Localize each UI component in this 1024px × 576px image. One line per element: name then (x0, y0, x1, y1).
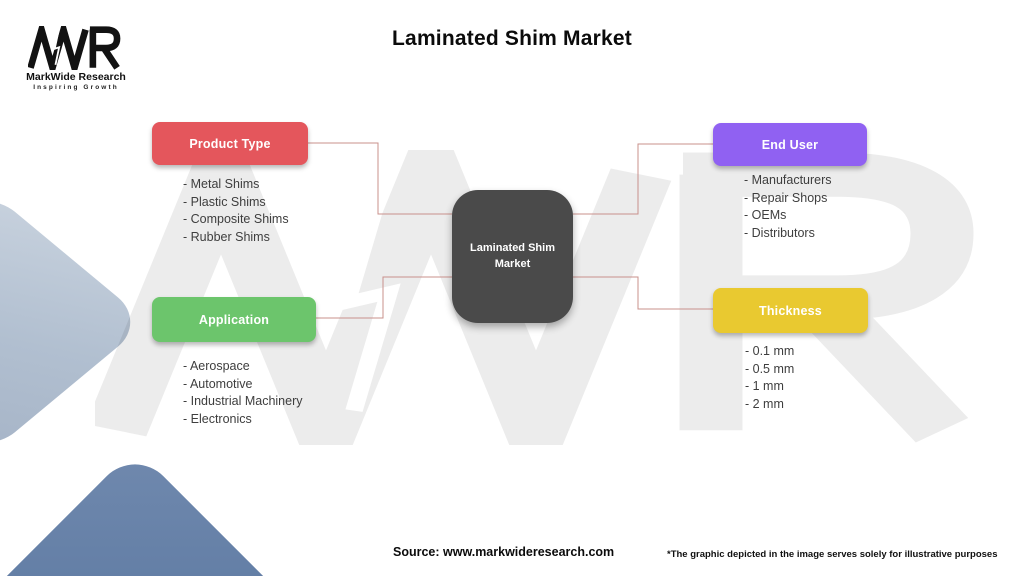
list-item: - 0.1 mm (745, 344, 795, 358)
list-item: - 2 mm (745, 396, 784, 411)
end-user-list: - Manufacturers - Repair Shops - OEMs - Dis… (744, 172, 832, 242)
application-label: Application (198, 312, 270, 327)
brand-logo: MarkWide Research Inspiring Growth (18, 26, 134, 91)
disclaimer-text: *The graphic depicted in the image serve… (667, 549, 998, 560)
end-user-label: End User (761, 137, 819, 152)
list-item: - Manufacturers (744, 173, 832, 187)
brand-tagline: Inspiring Growth (33, 84, 119, 91)
list-item: - Composite Shims (183, 212, 289, 226)
list-item: - Electronics (183, 411, 252, 426)
list-item: - Aerospace (183, 359, 250, 373)
application-list: - Aerospace - Automotive - Industrial Mach… (183, 358, 303, 428)
thickness-label: Thickness (759, 303, 822, 318)
list-item: - Distributors (744, 225, 815, 240)
end-user-box: End User (713, 123, 867, 166)
thickness-list: - 0.1 mm - 0.5 mm - 1 mm - 2 mm (745, 343, 794, 413)
list-item: - 1 mm (745, 379, 784, 393)
list-item: - Metal Shims (183, 177, 260, 191)
list-item: - Industrial Machinery (183, 394, 303, 408)
list-item: - Repair Shops (744, 190, 828, 205)
thickness-box: Thickness (713, 288, 868, 333)
connector-product-type (308, 142, 452, 215)
list-item: - OEMs (744, 208, 787, 222)
application-box: Application (152, 297, 316, 342)
source-text: Source: www.markwideresearch.com (393, 545, 615, 559)
connector-end-user (573, 143, 713, 215)
connector-application (316, 276, 452, 319)
center-node-label: Laminated Shim Market (470, 242, 555, 270)
list-item: - Automotive (183, 376, 253, 391)
product-type-label: Product Type (189, 136, 271, 151)
center-node: Laminated Shim Market (452, 190, 573, 323)
product-type-list: - Metal Shims - Plastic Shims - Composite … (183, 176, 289, 246)
product-type-box: Product Type (152, 122, 308, 165)
list-item: - 0.5 mm (745, 361, 795, 376)
list-item: - Rubber Shims (183, 229, 270, 244)
brand-name: MarkWide Research (26, 71, 126, 83)
connector-thickness (573, 276, 713, 310)
list-item: - Plastic Shims (183, 194, 266, 209)
page-title: Laminated Shim Market (392, 27, 632, 50)
